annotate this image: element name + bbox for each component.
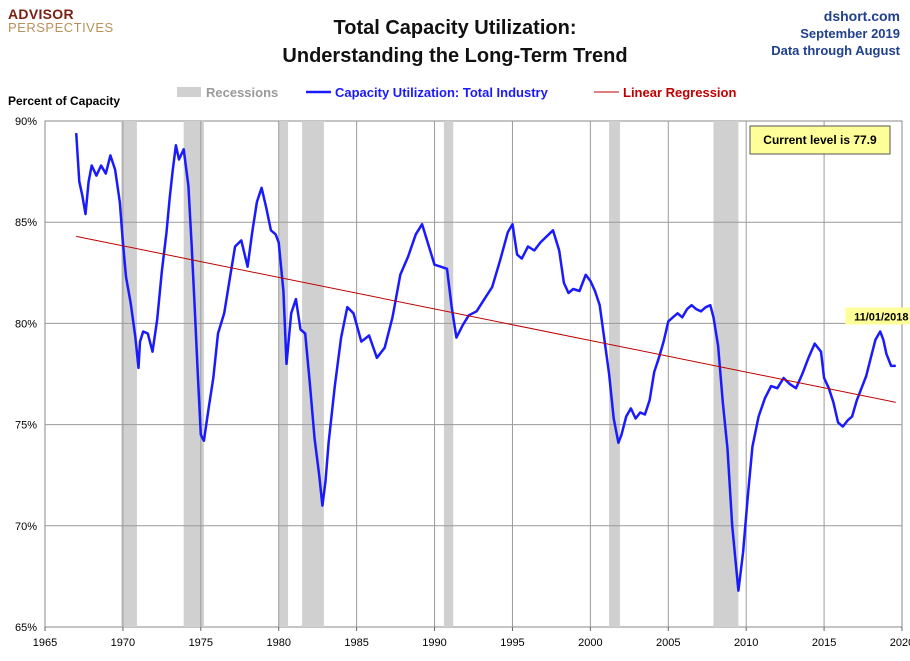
y-tick-label: 70% xyxy=(15,521,37,533)
y-tick-label: 65% xyxy=(15,622,37,634)
current-level-label: Current level is 77.9 xyxy=(763,133,877,147)
legend-recessions-label: Recessions xyxy=(206,85,278,100)
regression-line xyxy=(76,235,896,403)
source-block: dshort.com September 2019 Data through A… xyxy=(771,8,900,59)
y-tick-label: 90% xyxy=(15,116,37,128)
recession-band-3 xyxy=(278,121,289,627)
logo-line2: PERSPECTIVES xyxy=(8,20,114,35)
x-tick-label: 1980 xyxy=(266,637,290,649)
recession-band-6 xyxy=(609,121,620,627)
legend-recession-swatch xyxy=(177,87,201,97)
chart-title-line1: Total Capacity Utilization: xyxy=(333,17,577,39)
x-tick-label: 1975 xyxy=(189,637,213,649)
chart-title-line2: Understanding the Long-Term Trend xyxy=(282,45,628,67)
x-tick-label: 1995 xyxy=(500,637,524,649)
recession-band-1 xyxy=(121,121,137,627)
peak-date-box xyxy=(845,307,910,325)
chart-title: Total Capacity Utilization: Understandin… xyxy=(230,14,680,70)
y-axis-label: Percent of Capacity xyxy=(8,94,120,108)
source-note: Data through August xyxy=(771,43,900,58)
recession-band-4 xyxy=(302,121,324,627)
source-date: September 2019 xyxy=(800,26,900,41)
logo-line1: ADVISOR xyxy=(8,6,74,22)
advisor-perspectives-logo: ADVISOR PERSPECTIVES xyxy=(8,7,114,34)
x-tick-label: 1990 xyxy=(422,637,446,649)
recession-band-5 xyxy=(443,121,454,627)
x-tick-label: 2020 xyxy=(890,637,910,649)
y-tick-label: 85% xyxy=(15,217,37,229)
plot-area xyxy=(44,120,903,628)
legend-regression-label: Linear Regression xyxy=(623,85,736,100)
x-tick-label: 2015 xyxy=(812,637,836,649)
recession-band-2 xyxy=(183,121,204,627)
source-site: dshort.com xyxy=(823,8,900,24)
y-tick-label: 80% xyxy=(15,318,37,330)
x-tick-label: 1965 xyxy=(33,637,57,649)
x-tick-label: 2010 xyxy=(734,637,758,649)
current-level-box xyxy=(749,125,891,155)
x-tick-label: 2000 xyxy=(578,637,602,649)
x-tick-label: 2005 xyxy=(656,637,680,649)
x-tick-label: 1985 xyxy=(344,637,368,649)
legend: Recessions Capacity Utilization: Total I… xyxy=(177,85,736,100)
x-tick-label: 1970 xyxy=(111,637,135,649)
utilization-series-line xyxy=(74,133,896,592)
peak-date-label: 11/01/2018 xyxy=(854,311,908,323)
legend-utilization-label: Capacity Utilization: Total Industry xyxy=(335,85,549,100)
y-tick-label: 75% xyxy=(15,420,37,432)
